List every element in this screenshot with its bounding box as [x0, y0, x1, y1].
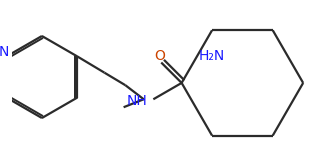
Text: NH: NH [127, 94, 148, 108]
Text: O: O [154, 49, 165, 63]
Text: N: N [0, 45, 9, 59]
Text: H₂N: H₂N [199, 49, 225, 63]
